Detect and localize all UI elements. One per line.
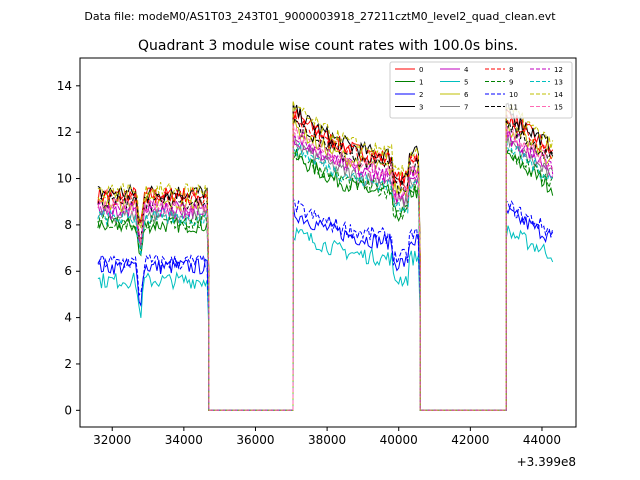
- series-line-10: [97, 197, 554, 411]
- legend-label: 13: [554, 79, 563, 87]
- data-file-label: Data file: modeM0/AS1T03_243T01_90000039…: [84, 10, 556, 23]
- legend-label: 9: [509, 79, 513, 87]
- y-tick-label: 8: [64, 218, 72, 232]
- x-tick-label: 40000: [380, 433, 418, 447]
- legend-label: 12: [554, 66, 563, 74]
- y-tick-label: 10: [57, 172, 72, 186]
- series-line-2: [97, 204, 554, 411]
- y-tick-label: 14: [57, 79, 72, 93]
- y-tick-label: 0: [64, 403, 72, 417]
- x-tick-label: 44000: [523, 433, 561, 447]
- y-tick-label: 12: [57, 125, 72, 139]
- legend-label: 14: [554, 91, 563, 99]
- x-tick-label: 32000: [93, 433, 131, 447]
- series-line-13: [97, 139, 554, 411]
- legend-box: [389, 61, 573, 119]
- y-axis: 0 2 4 6 8 10 12 14: [57, 79, 80, 417]
- legend-label: 6: [464, 91, 469, 99]
- x-tick-label: 34000: [165, 433, 203, 447]
- x-tick-label: 42000: [451, 433, 489, 447]
- series-line-12: [97, 129, 554, 411]
- x-axis: 32000 34000 36000 38000 40000 42000 44000: [93, 427, 561, 447]
- legend-label: 5: [464, 79, 468, 87]
- x-tick-label: 36000: [236, 433, 274, 447]
- series-line-8: [97, 111, 554, 411]
- y-tick-label: 6: [64, 264, 72, 278]
- y-tick-label: 4: [64, 311, 72, 325]
- plot-area: [97, 100, 554, 411]
- legend-label: 7: [464, 104, 468, 112]
- legend-label: 1: [419, 79, 423, 87]
- series-line-4: [97, 130, 554, 411]
- series-line-0: [97, 106, 554, 411]
- series-line-5: [97, 225, 554, 411]
- legend-label: 8: [509, 66, 513, 74]
- legend-label: 10: [509, 91, 518, 99]
- series-line-15: [97, 124, 554, 411]
- legend-label: 4: [464, 66, 469, 74]
- legend-label: 2: [419, 91, 423, 99]
- x-offset-label: +3.399e8: [517, 455, 576, 469]
- chart-title: Quadrant 3 module wise count rates with …: [138, 38, 518, 54]
- legend-label: 11: [509, 104, 518, 112]
- series-line-7: [97, 135, 554, 411]
- plot-frame: [79, 57, 577, 428]
- y-tick-label: 2: [64, 357, 72, 371]
- legend-label: 3: [419, 104, 423, 112]
- series-line-14: [97, 100, 554, 411]
- x-tick-label: 38000: [308, 433, 346, 447]
- legend-label: 15: [554, 104, 563, 112]
- legend-label: 0: [419, 66, 423, 74]
